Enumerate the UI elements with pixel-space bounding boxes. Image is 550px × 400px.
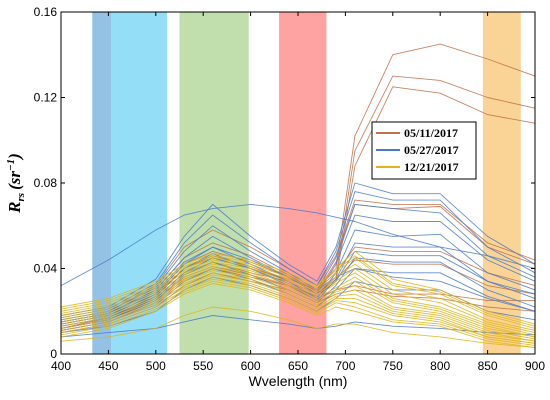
x-tick-label-2: 500 [146,359,166,373]
y-label-exp: −1 [5,159,17,171]
spectrum-curve-36 [60,255,536,327]
x-tick-label-8: 800 [430,359,450,373]
x-tick-label-7: 750 [383,359,403,373]
y-tick-label-0: 0 [50,347,57,361]
spectrum-curve-10 [60,182,536,316]
band-0 [92,12,112,354]
spectrum-curve-0 [60,43,536,325]
spectrum-curve-35 [60,283,536,349]
y-tick-label-3: 0.12 [34,91,58,105]
spectra-curves [60,43,536,349]
x-tick-label-3: 550 [193,359,213,373]
y-label-unit: (sr [5,171,24,190]
y-tick-label-2: 0.08 [34,176,58,190]
spectrum-curve-31 [60,276,536,344]
spectrum-curve-32 [60,278,536,344]
legend-items: 05/11/2017 05/27/2017 12/21/2017 [376,126,459,174]
x-tick-label-9: 850 [478,359,498,373]
spectrum-curve-29 [60,272,536,342]
x-tick-label-6: 700 [335,359,355,373]
spectrum-curve-25 [60,263,536,336]
band-2 [179,12,249,354]
spectrum-curve-26 [60,265,536,338]
y-label-sub: rs [15,193,27,202]
x-tick-label-5: 650 [288,359,308,373]
spectrum-curve-24 [60,261,536,334]
axis-ticks: 400 450 500 550 600 650 700 750 800 850 900 0 0.04 0.… [34,5,546,373]
legend-label-0: 05/11/2017 [404,126,458,140]
x-tick-label-1: 450 [98,359,118,373]
x-tick-label-10: 900 [525,359,545,373]
legend-label-2: 12/21/2017 [404,160,459,174]
spectrum-curve-22 [60,257,536,329]
y-label-main: R [5,201,24,213]
spectrum-curve-2 [60,86,536,331]
spectrum-curve-11 [60,191,536,319]
spectrum-curve-37 [60,306,536,349]
x-tick-label-4: 600 [241,359,261,373]
spectrum-curve-20 [60,315,536,338]
spectrum-curve-28 [60,270,536,340]
x-axis-label: Wvelength (nm) [249,373,348,389]
spectrum-curve-33 [60,280,536,346]
legend-label-1: 05/27/2017 [404,143,459,157]
spectrum-curve-34 [60,250,536,325]
x-tick-label-0: 400 [51,359,71,373]
spectrum-curve-30 [60,274,536,342]
spectrum-curve-27 [60,268,536,338]
y-axis-label: Rrs (sr−1) [5,153,27,214]
y-tick-label-4: 0.16 [34,5,58,19]
legend: 05/11/2017 05/27/2017 12/21/2017 [371,121,477,180]
y-tick-label-1: 0.04 [34,262,58,276]
spectrum-curve-9 [60,203,536,286]
y-label-close: ) [5,153,24,161]
spectrum-curve-23 [60,259,536,331]
